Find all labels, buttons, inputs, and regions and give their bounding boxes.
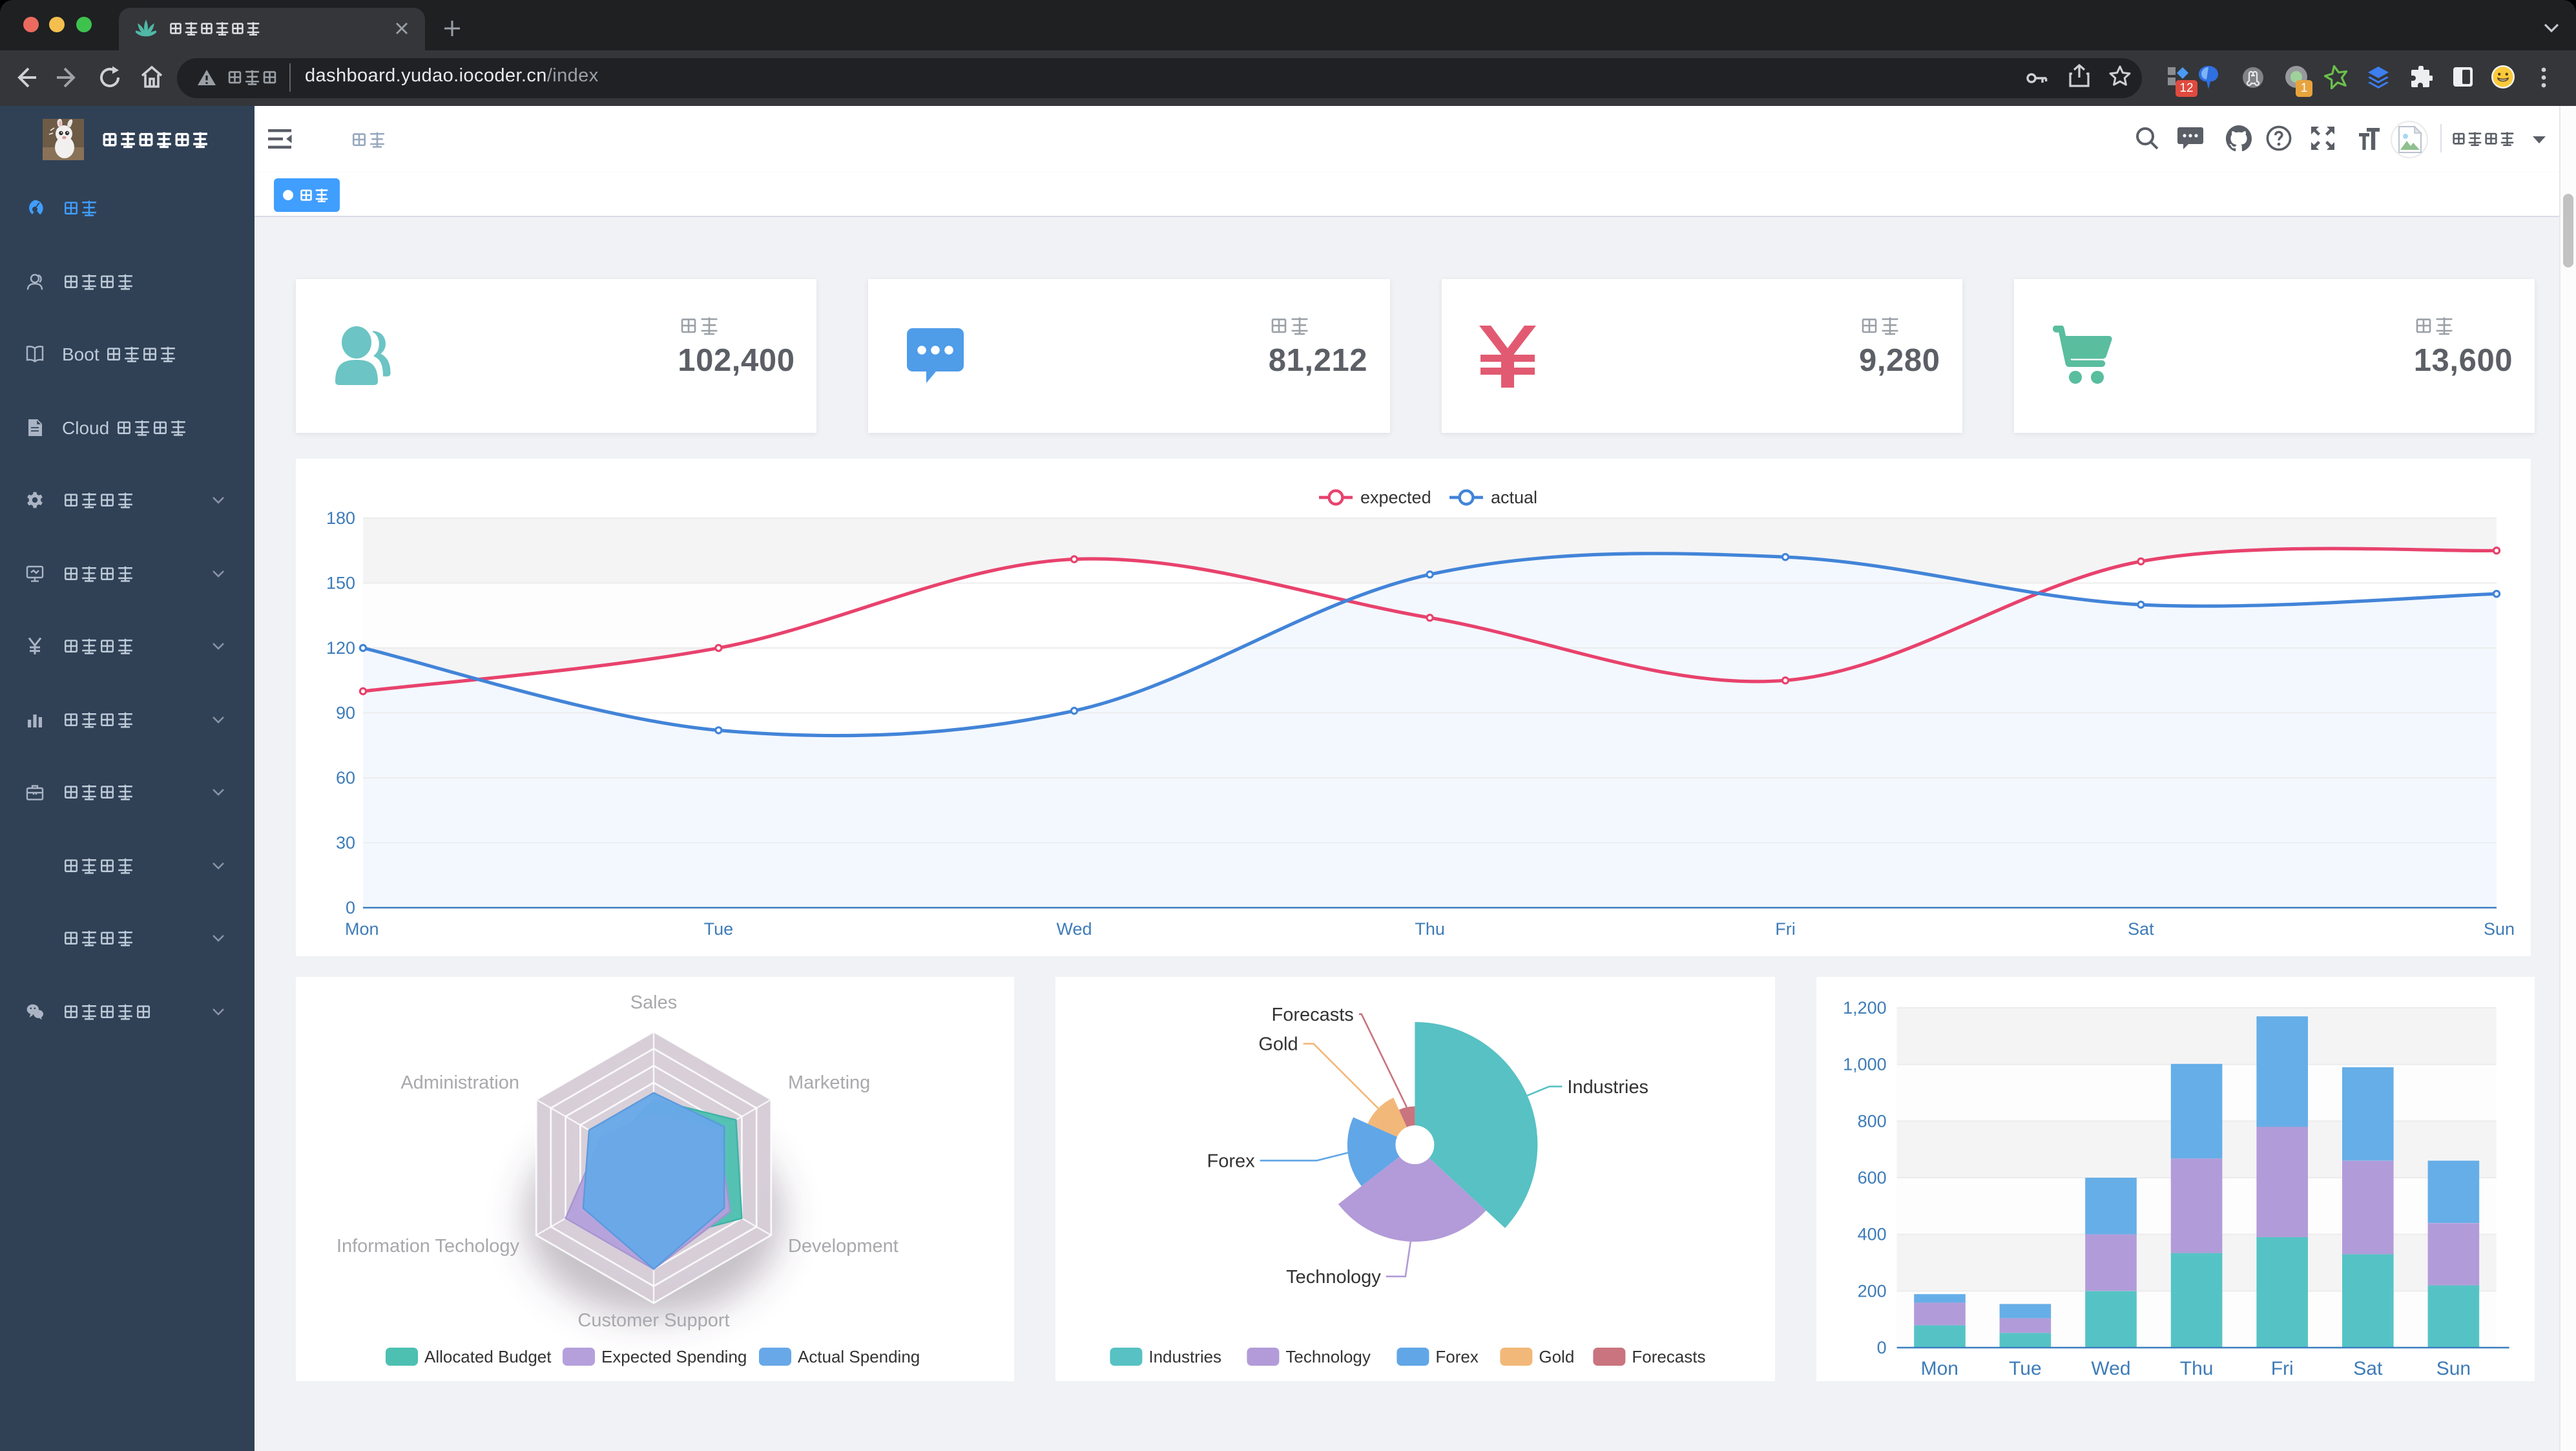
svg-text:Sun: Sun (2484, 919, 2515, 939)
svg-text:Industries: Industries (1149, 1347, 1222, 1366)
svg-text:Sat: Sat (2128, 919, 2154, 939)
svg-text:Mon: Mon (345, 919, 379, 939)
svg-text:Technology: Technology (1287, 1267, 1382, 1288)
svg-text:actual: actual (1491, 488, 1537, 507)
svg-text:400: 400 (1857, 1225, 1886, 1244)
svg-text:Development: Development (788, 1236, 898, 1257)
svg-text:Technology: Technology (1286, 1347, 1371, 1366)
svg-text:800: 800 (1857, 1111, 1886, 1131)
svg-text:1,200: 1,200 (1842, 998, 1886, 1018)
svg-text:Forecasts: Forecasts (1272, 1005, 1354, 1025)
svg-text:Fri: Fri (1775, 919, 1795, 939)
svg-text:Wed: Wed (2091, 1358, 2130, 1379)
svg-text:Sun: Sun (2436, 1358, 2470, 1379)
svg-text:120: 120 (326, 638, 355, 658)
svg-text:Thu: Thu (1415, 919, 1445, 939)
svg-text:Gold: Gold (1259, 1034, 1298, 1055)
svg-text:Forecasts: Forecasts (1632, 1347, 1706, 1366)
svg-text:Fri: Fri (2270, 1358, 2293, 1379)
svg-text:180: 180 (326, 508, 355, 528)
svg-text:Allocated Budget: Allocated Budget (424, 1347, 552, 1366)
svg-text:0: 0 (1876, 1338, 1886, 1357)
svg-text:Forex: Forex (1207, 1151, 1256, 1171)
svg-text:200: 200 (1857, 1281, 1886, 1300)
svg-text:Marketing: Marketing (788, 1072, 870, 1093)
svg-text:90: 90 (336, 703, 355, 722)
svg-text:Administration: Administration (400, 1072, 519, 1093)
svg-text:Information Techology: Information Techology (337, 1236, 520, 1257)
svg-text:1,000: 1,000 (1842, 1055, 1886, 1074)
svg-text:Tue: Tue (704, 919, 734, 939)
svg-text:Gold: Gold (1539, 1347, 1575, 1366)
svg-text:Industries: Industries (1568, 1077, 1649, 1098)
svg-text:Wed: Wed (1056, 919, 1092, 939)
svg-text:Mon: Mon (1920, 1358, 1958, 1379)
svg-text:Sat: Sat (2353, 1358, 2383, 1379)
svg-text:Actual Spending: Actual Spending (798, 1347, 920, 1366)
svg-text:Forex: Forex (1436, 1347, 1479, 1366)
svg-text:600: 600 (1857, 1168, 1886, 1187)
svg-text:0: 0 (346, 898, 355, 917)
svg-text:Tue: Tue (2008, 1358, 2041, 1379)
svg-text:Customer Support: Customer Support (577, 1310, 729, 1331)
svg-text:Thu: Thu (2179, 1358, 2213, 1379)
svg-text:Sales: Sales (630, 992, 678, 1013)
svg-text:Expected Spending: Expected Spending (601, 1347, 747, 1366)
svg-text:60: 60 (336, 768, 355, 788)
svg-text:30: 30 (336, 833, 355, 853)
svg-text:expected: expected (1360, 488, 1431, 507)
svg-text:150: 150 (326, 574, 355, 593)
